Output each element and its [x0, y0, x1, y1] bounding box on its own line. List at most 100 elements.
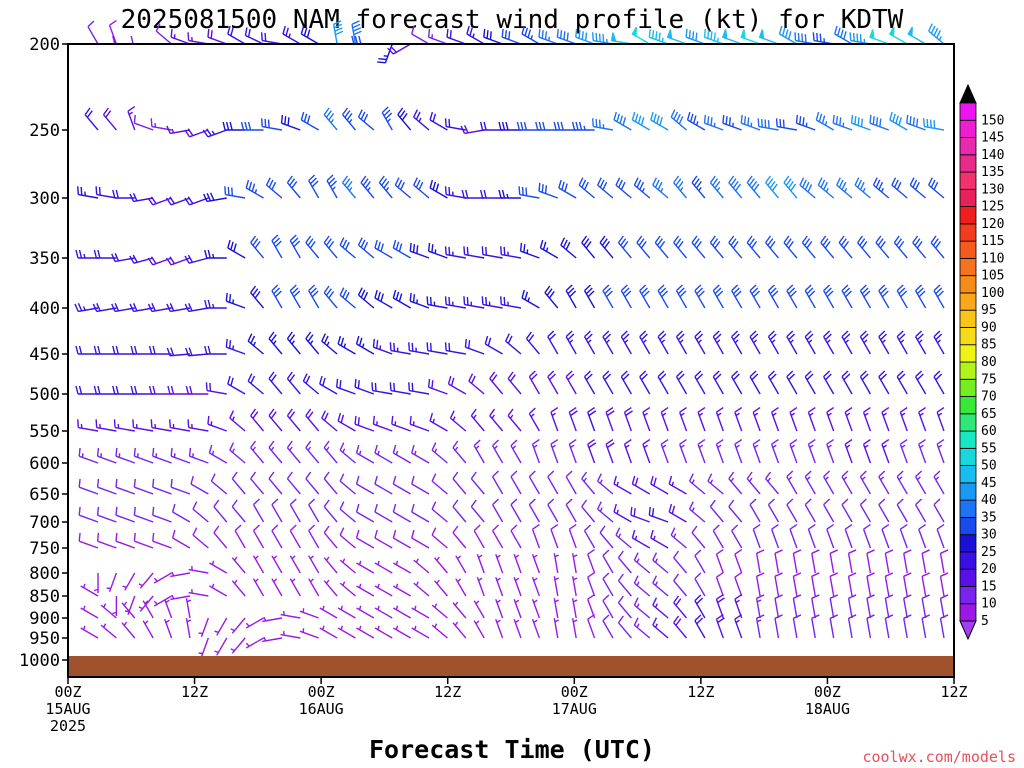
- barb-half-feather: [624, 339, 629, 344]
- barb-staff: [734, 553, 743, 574]
- wind-barb: [323, 556, 338, 574]
- barb-feather: [695, 180, 702, 189]
- wind-barb: [620, 284, 632, 309]
- wind-barb: [722, 29, 742, 45]
- wind-barb: [452, 499, 467, 523]
- barb-feather: [746, 471, 753, 480]
- barb-feather: [271, 284, 279, 292]
- barb-half-feather: [144, 620, 149, 625]
- wind-barb: [357, 109, 375, 131]
- barb-feather: [305, 235, 312, 244]
- barb-feather: [811, 572, 820, 577]
- barb-feather: [530, 373, 538, 381]
- barb-half-feather: [680, 412, 685, 417]
- wind-barb: [202, 128, 227, 138]
- barb-half-feather: [573, 599, 578, 603]
- barb-feather: [268, 440, 275, 449]
- barb-feather: [501, 28, 504, 38]
- wind-barb: [152, 506, 172, 523]
- barb-feather: [528, 498, 536, 506]
- barb-feather: [936, 407, 945, 413]
- wind-barb: [252, 555, 265, 574]
- wind-barb: [896, 330, 908, 355]
- wind-barb: [112, 596, 118, 616]
- barb-half-feather: [587, 339, 592, 344]
- barb-feather: [113, 419, 116, 428]
- barb-feather: [97, 249, 101, 259]
- barb-feather: [335, 30, 344, 36]
- wind-barb: [915, 370, 927, 395]
- barb-feather: [679, 290, 687, 298]
- wind-barb: [286, 408, 301, 432]
- barb-feather: [544, 31, 548, 40]
- barb-half-feather: [717, 444, 722, 449]
- barb-staff: [192, 508, 209, 523]
- barb-feather: [840, 29, 844, 38]
- wind-barb: [115, 506, 136, 523]
- barb-half-feather: [514, 554, 520, 559]
- barb-feather: [98, 186, 101, 196]
- colorbar-swatch: [959, 240, 977, 259]
- y-tick-label: 200: [29, 35, 60, 55]
- barb-feather: [903, 594, 912, 599]
- barb-staff: [921, 598, 927, 619]
- wind-barb: [697, 439, 706, 464]
- barb-half-feather: [898, 476, 903, 481]
- barb-staff: [859, 504, 872, 523]
- wind-barb: [531, 524, 541, 549]
- wind-barb: [342, 107, 357, 131]
- wind-barb: [77, 419, 99, 432]
- barb-feather: [321, 410, 327, 419]
- barb-half-feather: [309, 555, 314, 560]
- barb-feather: [568, 439, 577, 445]
- barb-staff: [899, 528, 908, 549]
- barb-feather: [528, 470, 536, 478]
- barb-feather: [518, 186, 521, 195]
- barb-feather: [916, 240, 923, 249]
- barb-feather: [926, 118, 929, 128]
- barb-feather: [787, 31, 792, 40]
- barb-feather: [866, 614, 875, 619]
- wind-barb: [155, 23, 173, 45]
- wind-barb: [731, 330, 743, 355]
- barb-feather: [504, 30, 508, 39]
- barb-feather: [657, 284, 665, 292]
- wind-barb: [413, 581, 430, 597]
- wind-barb: [597, 177, 614, 199]
- barb-feather: [286, 175, 293, 184]
- barb-staff: [866, 553, 872, 574]
- barb-half-feather: [165, 599, 170, 604]
- barb-staff: [492, 504, 504, 523]
- wind-barb: [227, 375, 246, 395]
- barb-staff: [602, 600, 614, 619]
- barb-feather: [915, 284, 923, 292]
- wind-barb: [866, 572, 875, 597]
- wind-barb: [903, 594, 912, 619]
- barb-feather: [411, 342, 414, 352]
- wind-barb: [230, 637, 246, 654]
- barb-feather: [466, 25, 470, 35]
- x-tick-label: 2025: [50, 717, 86, 735]
- barb-feather: [465, 189, 469, 199]
- wind-barb: [859, 470, 872, 495]
- wind-barb: [210, 473, 228, 495]
- barb-feather: [547, 470, 555, 478]
- barb-feather: [604, 333, 612, 341]
- barb-feather: [152, 447, 155, 457]
- wind-barb: [786, 470, 798, 495]
- wind-barb: [389, 382, 411, 395]
- wind-barb: [95, 419, 117, 432]
- wind-barb: [468, 373, 485, 395]
- wind-barb: [633, 575, 651, 597]
- barb-feather: [111, 303, 116, 312]
- barb-half-feather: [772, 412, 777, 417]
- wind-barb: [355, 529, 375, 549]
- barb-feather: [598, 119, 601, 128]
- barb-staff: [411, 33, 430, 45]
- barb-feather: [274, 290, 282, 298]
- barb-staff: [431, 480, 448, 495]
- barb-half-feather: [153, 577, 158, 582]
- wind-barb: [668, 503, 687, 523]
- wind-barb: [755, 614, 765, 639]
- wind-barb: [774, 549, 783, 574]
